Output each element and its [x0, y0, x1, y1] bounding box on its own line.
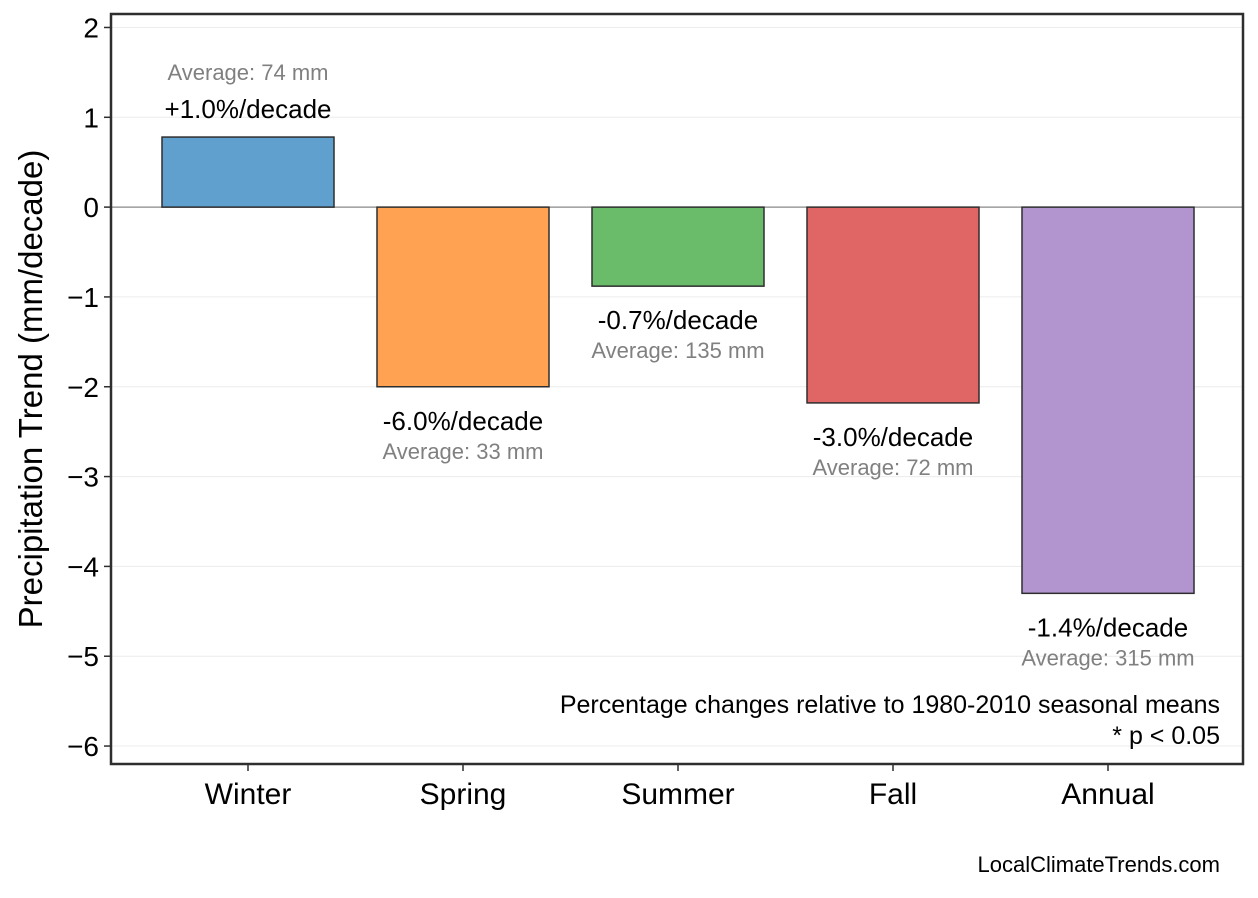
pct-label: -3.0%/decade — [813, 422, 973, 452]
y-tick-label: −2 — [67, 372, 99, 403]
x-tick-label: Fall — [869, 778, 917, 811]
bar-summer — [591, 206, 765, 287]
avg-label: Average: 72 mm — [812, 455, 973, 480]
y-tick-label: 0 — [83, 192, 99, 223]
footer-credit: LocalClimateTrends.com — [977, 852, 1221, 877]
avg-label: Average: 315 mm — [1021, 645, 1194, 670]
avg-label: Average: 135 mm — [591, 338, 764, 363]
bar-spring — [376, 206, 550, 388]
bar-annual — [1021, 206, 1195, 595]
y-tick-label: 1 — [83, 102, 99, 133]
y-tick-label: −3 — [67, 462, 99, 493]
pct-label: -0.7%/decade — [598, 305, 758, 335]
y-tick-label: −5 — [67, 641, 99, 672]
y-axis-label: Precipitation Trend (mm/decade) — [12, 150, 49, 629]
x-tick-label: Summer — [621, 778, 734, 811]
pct-label: +1.0%/decade — [165, 94, 332, 124]
y-tick-label: −4 — [67, 551, 99, 582]
pct-label: -1.4%/decade — [1028, 612, 1188, 642]
x-tick-label: Spring — [420, 778, 507, 811]
y-tick-label: −6 — [67, 731, 99, 762]
avg-label: Average: 33 mm — [382, 439, 543, 464]
x-tick-label: Winter — [205, 778, 292, 811]
pct-label: -6.0%/decade — [383, 406, 543, 436]
y-tick-label: 2 — [83, 12, 99, 43]
bar-fall — [806, 206, 980, 404]
plot-frame — [109, 12, 1245, 766]
y-tick-label: −1 — [67, 282, 99, 313]
bar-winter — [161, 136, 335, 208]
annotation-significance: * p < 0.05 — [1112, 722, 1220, 750]
annotation-note: Percentage changes relative to 1980-2010… — [560, 691, 1220, 719]
avg-label: Average: 74 mm — [167, 60, 328, 85]
x-tick-label: Annual — [1061, 778, 1154, 811]
